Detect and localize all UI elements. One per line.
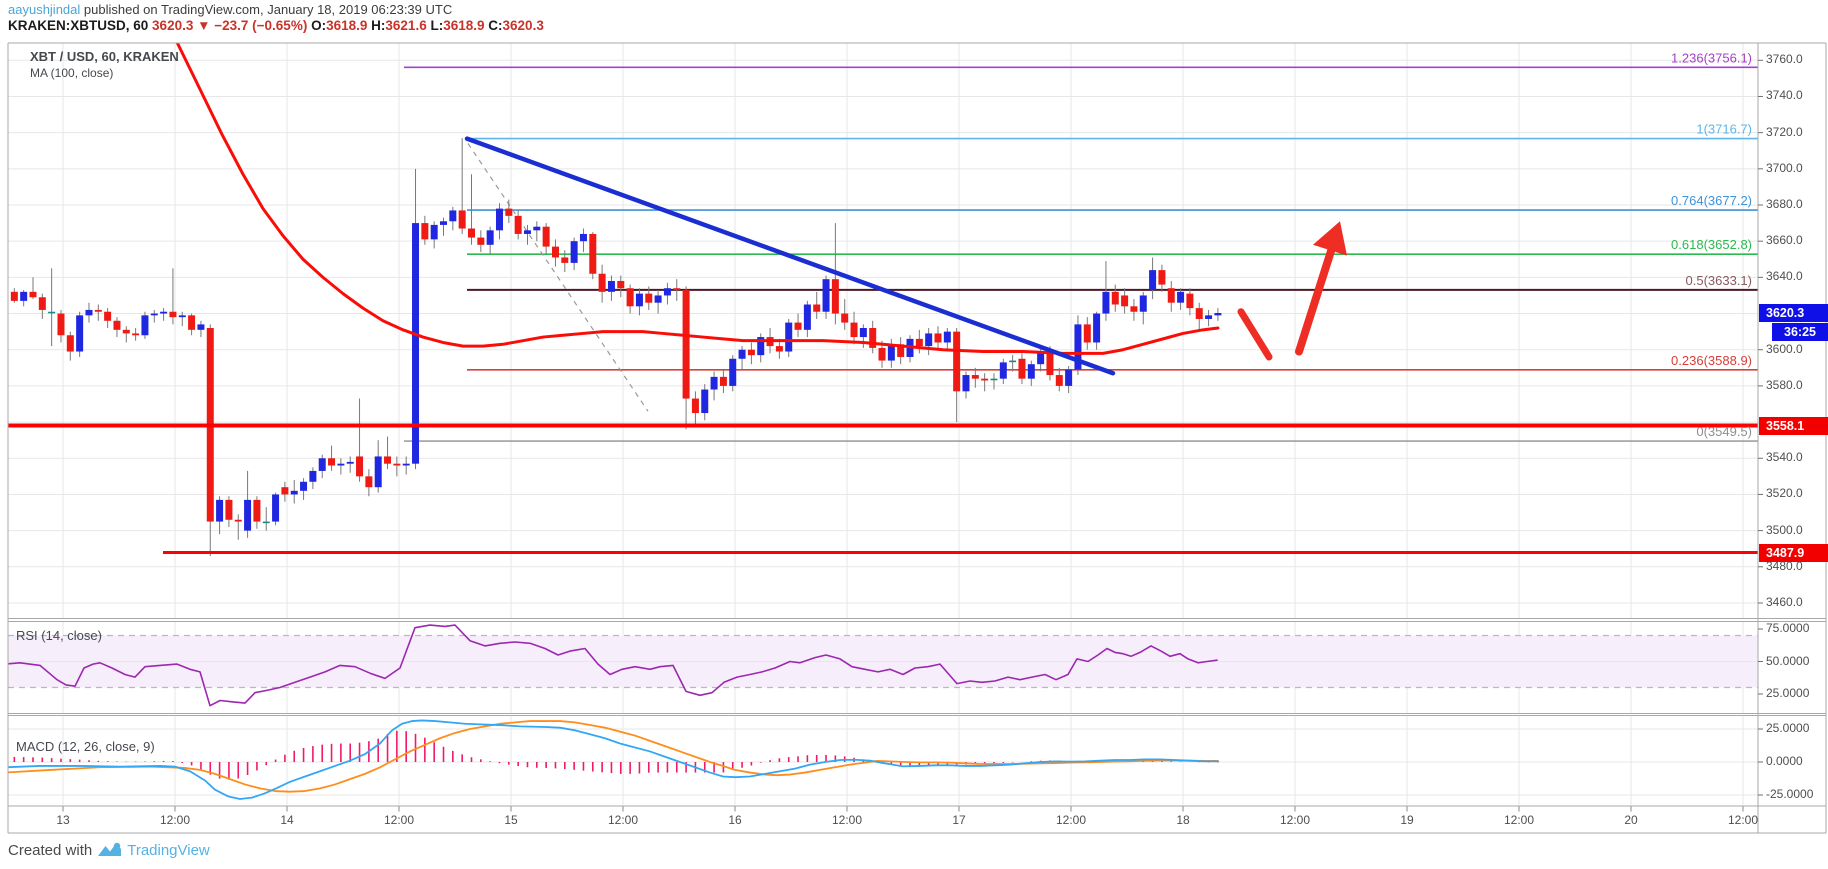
author-link[interactable]: aayushjindal: [8, 2, 81, 17]
time-axis-tick[interactable]: 18: [1176, 813, 1190, 827]
time-axis-tick[interactable]: 13: [56, 813, 70, 827]
rsi-pane-label[interactable]: RSI (14, close): [16, 628, 102, 643]
time-axis-tick[interactable]: 14: [280, 813, 294, 827]
time-axis-tick[interactable]: 15: [504, 813, 518, 827]
close-label: C:: [488, 18, 503, 33]
macd-axis-tick[interactable]: 25.0000: [1766, 721, 1810, 735]
chart-legend-symbol[interactable]: XBT / USD, 60, KRAKEN: [30, 49, 179, 64]
time-axis-tick[interactable]: 12:00: [607, 813, 639, 827]
rsi-axis-tick[interactable]: 25.0000: [1766, 686, 1810, 700]
price-axis-tick[interactable]: 3480.0: [1766, 558, 1803, 573]
rsi-axis-tick[interactable]: 50.0000: [1766, 653, 1810, 668]
footer: Created with TradingView: [8, 842, 210, 859]
price-axis-tick[interactable]: 3500.0: [1766, 522, 1803, 537]
low-value: 3618.9: [443, 18, 485, 33]
fib-level-label: 0.764(3677.2): [1671, 193, 1752, 208]
tradingview-logo-icon: [97, 842, 122, 859]
countdown-badge: 36:25: [1772, 322, 1828, 341]
price-axis-tick[interactable]: 3600.0: [1766, 341, 1803, 356]
price-axis-tick[interactable]: 3740.0: [1766, 88, 1803, 103]
fib-level-label: 1.236(3756.1): [1671, 50, 1752, 65]
macd-axis-tick[interactable]: -25.0000: [1766, 787, 1814, 801]
publish-line: aayushjindal published on TradingView.co…: [8, 2, 452, 17]
alert-price-badge: 3487.9: [1759, 543, 1828, 562]
open-label: O:: [311, 18, 327, 33]
publish-text: published on TradingView.com, January 18…: [80, 2, 453, 17]
low-label: L:: [430, 18, 444, 33]
price-axis-tick[interactable]: 3520.0: [1766, 486, 1803, 501]
price-axis-tick[interactable]: 3700.0: [1766, 160, 1803, 175]
quote-line: KRAKEN:XBTUSD, 60 3620.3 ▼ −23.7 (−0.65%…: [8, 18, 544, 33]
high-label: H:: [371, 18, 386, 33]
created-with-text: Created with: [8, 842, 93, 859]
symbol-name: KRAKEN:XBTUSD, 60: [8, 18, 149, 33]
close-value: 3620.3: [502, 18, 544, 33]
price-axis-tick[interactable]: 3720.0: [1766, 124, 1803, 139]
price-axis-tick[interactable]: 3580.0: [1766, 377, 1803, 392]
price-change: −23.7 (−0.65%): [214, 18, 308, 33]
last-price: 3620.3: [152, 18, 194, 33]
macd-pane[interactable]: [5, 715, 1758, 807]
time-axis-tick[interactable]: 12:00: [1727, 813, 1759, 827]
rsi-axis-tick[interactable]: 75.0000: [1766, 621, 1810, 635]
time-axis-tick[interactable]: 12:00: [159, 813, 191, 827]
time-axis-tick[interactable]: 12:00: [831, 813, 863, 827]
down-arrow-icon: ▼: [197, 18, 211, 33]
main-price-pane[interactable]: [2, 42, 1759, 619]
fib-level-label: 0(3549.5): [1696, 424, 1752, 439]
overlay-layer: 1.236(3756.1) 1(3716.7) 0.764(3677.2) 0.618…: [7, 42, 1827, 834]
time-axis-tick[interactable]: 19: [1400, 813, 1414, 827]
price-axis-tick[interactable]: 3660.0: [1766, 233, 1803, 248]
price-axis-tick[interactable]: 3760.0: [1766, 52, 1803, 67]
time-axis-tick[interactable]: 12:00: [383, 813, 415, 827]
chart-legend-ma[interactable]: MA (100, close): [30, 66, 114, 80]
price-axis-tick[interactable]: 3680.0: [1766, 197, 1803, 211]
last-price-badge: 3620.3: [1759, 304, 1828, 322]
fib-level-label: 0.5(3633.1): [1686, 273, 1753, 288]
time-axis-tick[interactable]: 12:00: [1279, 813, 1311, 827]
macd-pane-label[interactable]: MACD (12, 26, close, 9): [16, 739, 155, 754]
alert-price-badge: 3558.1: [1759, 416, 1828, 435]
fib-level-label: 0.236(3588.9): [1671, 353, 1752, 368]
time-axis-tick[interactable]: 20: [1624, 813, 1638, 827]
open-value: 3618.9: [326, 18, 368, 33]
fib-level-label: 1(3716.7): [1696, 122, 1752, 137]
price-axis-tick[interactable]: 3540.0: [1766, 450, 1803, 465]
time-axis-tick[interactable]: 17: [952, 813, 966, 827]
tradingview-brand-link[interactable]: TradingView: [127, 842, 210, 859]
time-axis-tick[interactable]: 12:00: [1503, 813, 1535, 827]
time-axis-tick[interactable]: 12:00: [1055, 813, 1087, 827]
macd-axis-tick[interactable]: 0.0000: [1766, 754, 1803, 768]
fib-level-label: 0.618(3652.8): [1671, 237, 1752, 252]
price-axis-tick[interactable]: 3460.0: [1766, 594, 1803, 609]
rsi-pane[interactable]: [5, 621, 1758, 714]
price-axis-tick[interactable]: 3640.0: [1766, 269, 1803, 284]
time-axis-tick[interactable]: 16: [728, 813, 742, 827]
high-value: 3621.6: [385, 18, 427, 33]
